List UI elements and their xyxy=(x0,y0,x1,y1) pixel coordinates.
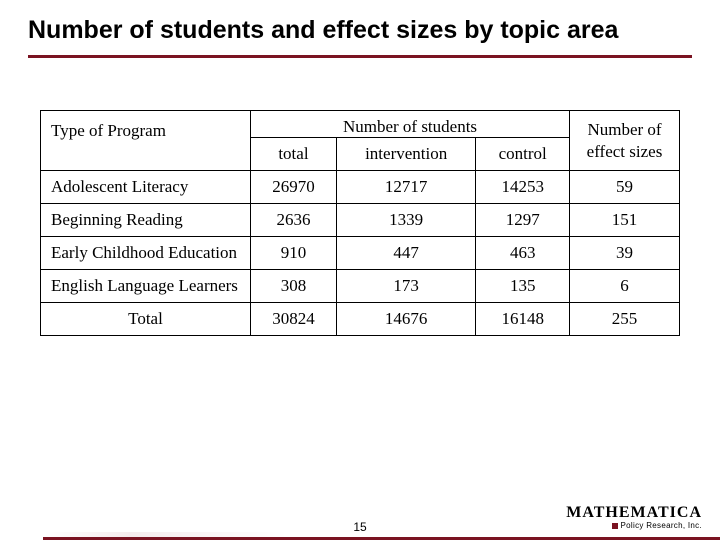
cell-label: Beginning Reading xyxy=(41,204,251,237)
cell-control: 1297 xyxy=(476,204,570,237)
table-row: Adolescent Literacy 26970 12717 14253 59 xyxy=(41,171,680,204)
col-header-type: Type of Program xyxy=(41,111,251,171)
logo-square-icon xyxy=(612,523,618,529)
cell-label: Adolescent Literacy xyxy=(41,171,251,204)
table-row: Early Childhood Education 910 447 463 39 xyxy=(41,237,680,270)
slide-title: Number of students and effect sizes by t… xyxy=(28,16,692,53)
cell-control: 463 xyxy=(476,237,570,270)
slide-footer: 15 MATHEMATICA Policy Research, Inc. xyxy=(0,492,720,540)
data-table: Type of Program Number of students Numbe… xyxy=(40,110,680,336)
col-header-effect-sizes: Number of effect sizes xyxy=(570,111,680,171)
logo-main-text: MATHEMATICA xyxy=(566,505,702,521)
cell-total-es: 255 xyxy=(570,303,680,336)
cell-total-intervention: 14676 xyxy=(336,303,476,336)
cell-intervention: 12717 xyxy=(336,171,476,204)
mathematica-logo: MATHEMATICA Policy Research, Inc. xyxy=(566,505,702,530)
cell-control: 14253 xyxy=(476,171,570,204)
col-header-control: control xyxy=(476,138,570,171)
table-container: Type of Program Number of students Numbe… xyxy=(28,110,692,336)
col-header-total: total xyxy=(251,138,337,171)
cell-total-control: 16148 xyxy=(476,303,570,336)
table-row-total: Total 30824 14676 16148 255 xyxy=(41,303,680,336)
col-header-intervention: intervention xyxy=(336,138,476,171)
cell-total-label: Total xyxy=(41,303,251,336)
cell-total: 910 xyxy=(251,237,337,270)
cell-label: Early Childhood Education xyxy=(41,237,251,270)
cell-es: 6 xyxy=(570,270,680,303)
cell-intervention: 1339 xyxy=(336,204,476,237)
title-underline xyxy=(28,55,692,58)
cell-intervention: 173 xyxy=(336,270,476,303)
table-row: Beginning Reading 2636 1339 1297 151 xyxy=(41,204,680,237)
cell-label: English Language Learners xyxy=(41,270,251,303)
cell-total-total: 30824 xyxy=(251,303,337,336)
cell-es: 39 xyxy=(570,237,680,270)
table-row: English Language Learners 308 173 135 6 xyxy=(41,270,680,303)
cell-intervention: 447 xyxy=(336,237,476,270)
cell-total: 308 xyxy=(251,270,337,303)
logo-sub-text: Policy Research, Inc. xyxy=(566,522,702,530)
slide: Number of students and effect sizes by t… xyxy=(0,0,720,540)
cell-control: 135 xyxy=(476,270,570,303)
col-header-students-group: Number of students xyxy=(251,111,570,138)
cell-es: 59 xyxy=(570,171,680,204)
cell-total: 2636 xyxy=(251,204,337,237)
cell-total: 26970 xyxy=(251,171,337,204)
cell-es: 151 xyxy=(570,204,680,237)
